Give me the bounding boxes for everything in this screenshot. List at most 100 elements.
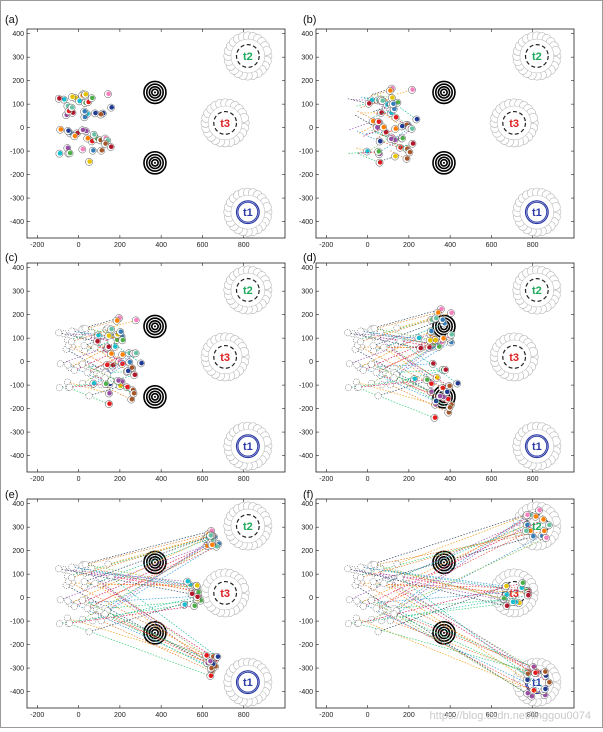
- agent-dot: [68, 151, 73, 156]
- target-t3: t3: [201, 99, 249, 147]
- agent-dot: [388, 88, 393, 93]
- agent-dot: [134, 351, 139, 356]
- agent-start-marker: [381, 580, 387, 586]
- y-tick-label: 0: [20, 359, 24, 366]
- x-tick-label: 800: [238, 712, 250, 719]
- target-label: t1: [243, 677, 253, 689]
- y-tick-label: 0: [309, 595, 313, 602]
- agent-dot: [113, 344, 118, 349]
- agent-dot: [209, 673, 214, 678]
- agent-start-marker: [355, 384, 361, 390]
- agent-dot: [525, 691, 530, 696]
- agent-dot: [57, 96, 62, 101]
- agent-dot: [541, 517, 546, 522]
- agent-dot: [382, 125, 387, 130]
- x-tick-label: 400: [444, 242, 456, 249]
- agent-dot: [379, 110, 384, 115]
- obstacle-center: [154, 162, 156, 164]
- agent-dot: [195, 583, 200, 588]
- agent-dot: [73, 134, 78, 139]
- agent-dot: [109, 105, 114, 110]
- agent-start-marker: [108, 574, 114, 580]
- agent-path: [357, 387, 434, 417]
- agent-dot: [547, 680, 552, 685]
- agent-dot: [182, 602, 187, 607]
- agent-path: [82, 534, 208, 565]
- agent-dot: [91, 148, 96, 153]
- x-tick-label: 200: [114, 242, 126, 249]
- agent-dot: [106, 344, 111, 349]
- agent-start-marker: [81, 578, 87, 584]
- agent-start-marker: [360, 603, 366, 609]
- target-label: t1: [243, 207, 253, 219]
- panel-label: (b): [303, 14, 316, 26]
- agent-dot: [377, 149, 382, 154]
- y-tick-label: -200: [10, 172, 24, 179]
- x-tick-label: -200: [30, 476, 44, 483]
- agent-dot: [109, 144, 114, 149]
- y-tick-label: 100: [12, 336, 24, 343]
- agent-dot: [208, 659, 213, 664]
- y-tick-label: 300: [12, 289, 24, 296]
- agent-dot: [107, 401, 112, 406]
- target-t2: t2: [513, 32, 561, 80]
- agent-dot: [400, 136, 405, 141]
- agent-dot: [128, 360, 133, 365]
- y-tick-label: 400: [12, 501, 24, 508]
- x-tick-label: -200: [30, 712, 44, 719]
- target-label: t3: [220, 118, 230, 130]
- agent-dot: [130, 397, 135, 402]
- x-tick-label: 800: [238, 242, 250, 249]
- agent-dot: [526, 593, 531, 598]
- y-tick-label: 200: [12, 548, 24, 555]
- y-tick-label: -100: [10, 149, 24, 156]
- agent-start-marker: [82, 325, 88, 331]
- agent-start-marker: [86, 393, 92, 399]
- target-label: t1: [532, 441, 542, 453]
- agent-dot: [185, 579, 190, 584]
- agent-dot: [209, 666, 214, 671]
- agent-start-marker: [357, 338, 363, 344]
- y-tick-label: -300: [299, 666, 313, 673]
- y-tick-label: -300: [10, 430, 24, 437]
- x-tick-label: 800: [527, 242, 539, 249]
- y-tick-label: 400: [12, 265, 24, 272]
- x-tick-label: 200: [403, 242, 415, 249]
- agent-dot: [116, 378, 121, 383]
- agent-start-marker: [371, 561, 377, 567]
- x-tick-label: 200: [114, 476, 126, 483]
- agent-dot: [525, 513, 530, 518]
- agent-dot: [417, 336, 422, 341]
- y-tick-label: 400: [301, 31, 313, 38]
- agent-dot: [449, 332, 454, 337]
- agent-dot: [81, 147, 86, 152]
- agent-dot: [119, 329, 124, 334]
- agent-dot: [105, 363, 110, 368]
- agent-start-marker: [345, 384, 351, 390]
- agent-start-marker: [86, 629, 92, 635]
- agent-start-marker: [65, 598, 71, 604]
- agent-start-marker: [394, 561, 400, 567]
- x-tick-label: 800: [238, 476, 250, 483]
- agent-dot: [437, 344, 442, 349]
- y-tick-label: -200: [299, 406, 313, 413]
- obstacle-center: [154, 91, 156, 93]
- agent-dot: [109, 327, 114, 332]
- agent-dot: [542, 529, 547, 534]
- agent-dot: [393, 154, 398, 159]
- obstacle: [144, 386, 166, 408]
- target-t1: t1: [513, 188, 561, 236]
- y-tick-label: 300: [12, 525, 24, 532]
- agent-dot: [547, 523, 552, 528]
- agent-dot: [543, 687, 548, 692]
- agent-start-marker: [373, 369, 379, 375]
- x-tick-label: 600: [197, 712, 209, 719]
- agent-dot: [106, 92, 111, 97]
- agent-dot: [434, 316, 439, 321]
- agent-dot: [511, 600, 516, 605]
